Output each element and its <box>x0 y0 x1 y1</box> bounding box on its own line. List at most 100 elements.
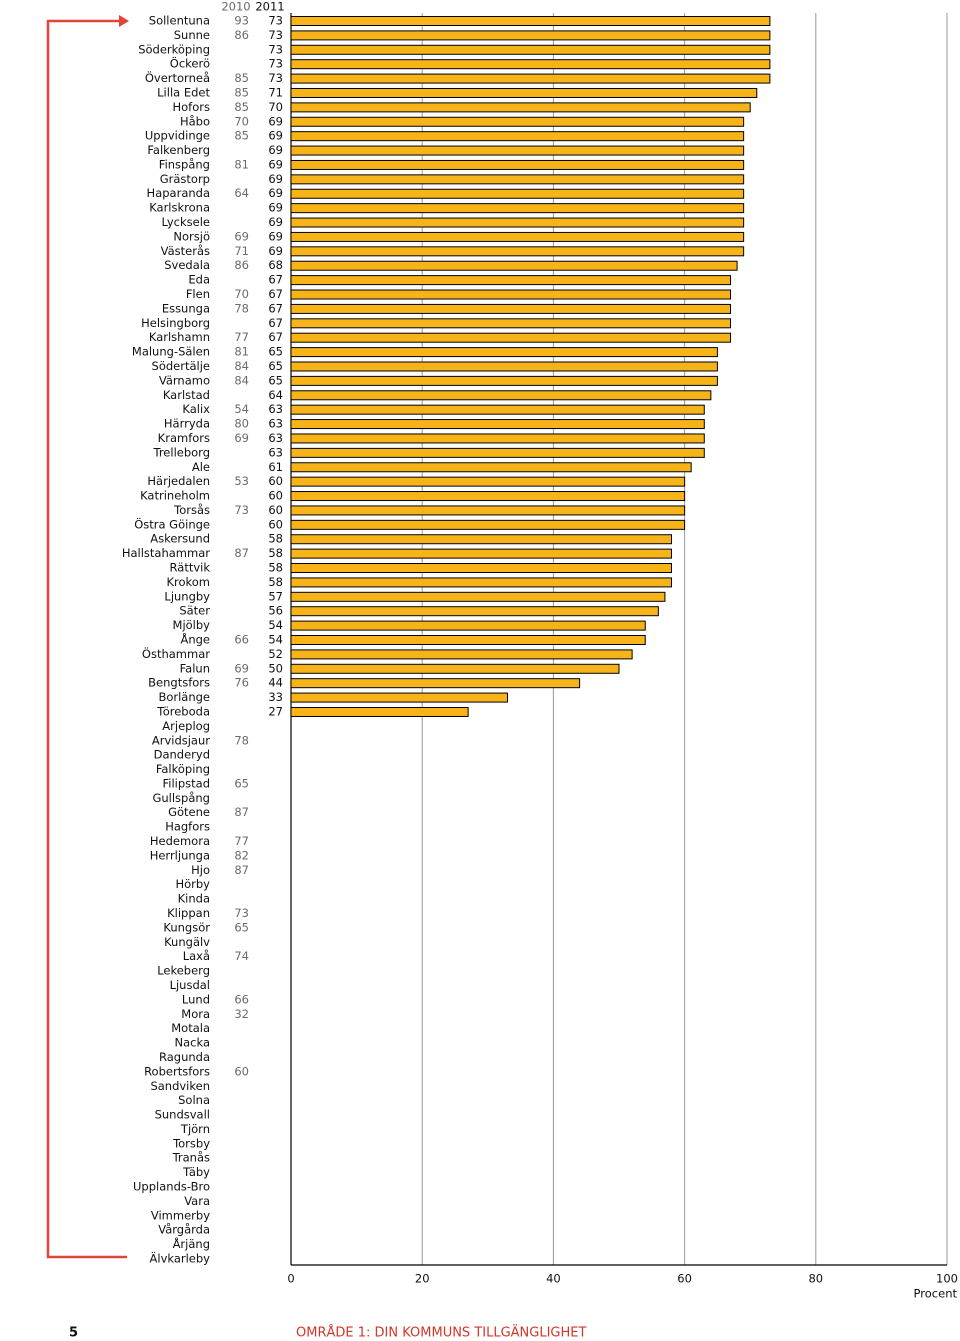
category-label: Klippan <box>167 906 210 920</box>
x-axis-label: Procent <box>914 1287 958 1301</box>
category-label: Vara <box>184 1194 210 1208</box>
value-label: 80 <box>234 417 249 431</box>
value-label: 60 <box>268 517 283 531</box>
bar <box>290 131 745 142</box>
category-label: Robertsfors <box>144 1064 210 1078</box>
category-label: Falköping <box>156 762 210 776</box>
bar <box>290 505 686 516</box>
x-tick-label: 80 <box>808 1272 823 1286</box>
value-label: 69 <box>268 244 283 258</box>
category-label: Solna <box>178 1093 210 1107</box>
category-label: Västerås <box>161 244 210 258</box>
value-label: 78 <box>234 301 249 315</box>
x-tick-label: 100 <box>936 1272 958 1286</box>
value-label: 73 <box>268 71 283 85</box>
value-label: 66 <box>234 992 249 1006</box>
category-label: Ale <box>192 460 210 474</box>
bar <box>290 462 692 473</box>
category-label: Nacka <box>175 1036 210 1050</box>
category-label: Falkenberg <box>147 143 210 157</box>
category-label: Tranås <box>172 1151 210 1165</box>
category-label: Södertälje <box>152 359 210 373</box>
bar <box>290 404 705 415</box>
category-label: Filipstad <box>162 776 210 790</box>
bar <box>290 577 672 588</box>
category-label: Övertorneå <box>145 69 210 85</box>
category-label: Torsås <box>173 503 210 517</box>
value-label: 74 <box>234 949 249 963</box>
category-label: Härryda <box>164 417 210 431</box>
category-label: Rättvik <box>170 561 211 575</box>
bar <box>290 620 646 631</box>
value-label: 65 <box>268 373 283 387</box>
bar <box>290 375 718 386</box>
value-label: 77 <box>234 834 249 848</box>
x-tick-label: 0 <box>287 1272 294 1286</box>
value-label: 70 <box>234 287 249 301</box>
value-label: 27 <box>268 704 283 718</box>
category-label: Sunne <box>174 28 210 42</box>
value-label: 57 <box>268 589 283 603</box>
bar <box>290 289 732 300</box>
bar <box>290 231 745 242</box>
category-label: Kungsör <box>163 920 210 934</box>
bar <box>290 563 672 574</box>
category-label: Tjörn <box>180 1122 210 1136</box>
bar <box>290 30 771 41</box>
category-label: Hagfors <box>165 820 210 834</box>
category-label: Söderköping <box>138 42 210 56</box>
category-label: Karlskrona <box>149 201 210 215</box>
value-label: 66 <box>234 633 249 647</box>
bar <box>290 649 633 660</box>
value-label: 67 <box>268 316 283 330</box>
category-label: Katrineholm <box>140 489 210 503</box>
category-label: Bengtsfors <box>148 676 210 690</box>
value-label: 69 <box>268 143 283 157</box>
category-label: Götene <box>168 805 210 819</box>
category-label: Håbo <box>180 114 210 128</box>
category-label: Hörby <box>175 877 210 891</box>
value-label: 60 <box>268 503 283 517</box>
bar <box>290 534 672 545</box>
category-label: Finspång <box>159 157 210 171</box>
column-header: 2011 <box>255 0 284 14</box>
bar <box>290 217 745 228</box>
value-label: 77 <box>234 330 249 344</box>
category-label: Kinda <box>178 892 210 906</box>
category-label: Askersund <box>150 532 210 546</box>
category-label: Älvkarleby <box>150 1251 211 1266</box>
category-label: Motala <box>171 1021 210 1035</box>
bar <box>290 246 745 257</box>
category-label: Härjedalen <box>147 474 210 488</box>
category-label: Arjeplog <box>162 719 210 733</box>
category-label: Essunga <box>162 301 210 315</box>
category-label: Sandviken <box>150 1079 210 1093</box>
value-label: 61 <box>268 460 283 474</box>
category-label: Torsby <box>172 1136 210 1150</box>
value-label: 87 <box>234 863 249 877</box>
category-label: Karlstad <box>163 388 210 402</box>
category-label: Säter <box>179 604 210 618</box>
value-label: 69 <box>268 157 283 171</box>
value-label: 73 <box>234 503 249 517</box>
footer-title: OMRÅDE 1: DIN KOMMUNS TILLGÄNGLIGHET <box>296 1325 586 1341</box>
category-label: Flen <box>186 287 210 301</box>
value-label: 71 <box>268 85 283 99</box>
value-label: 93 <box>234 14 249 28</box>
category-label: Sollentuna <box>149 14 210 28</box>
value-label: 63 <box>268 445 283 459</box>
value-label: 54 <box>234 402 249 416</box>
value-label: 69 <box>234 661 249 675</box>
category-label: Mora <box>181 1007 210 1021</box>
value-label: 69 <box>268 186 283 200</box>
bar <box>290 174 745 185</box>
category-label: Hallstahammar <box>122 546 210 560</box>
value-label: 53 <box>234 474 249 488</box>
category-label: Värnamo <box>159 373 210 387</box>
value-label: 85 <box>234 85 249 99</box>
value-label: 78 <box>234 733 249 747</box>
value-label: 58 <box>268 561 283 575</box>
category-label: Lilla Edet <box>157 85 210 99</box>
value-label: 87 <box>234 805 249 819</box>
